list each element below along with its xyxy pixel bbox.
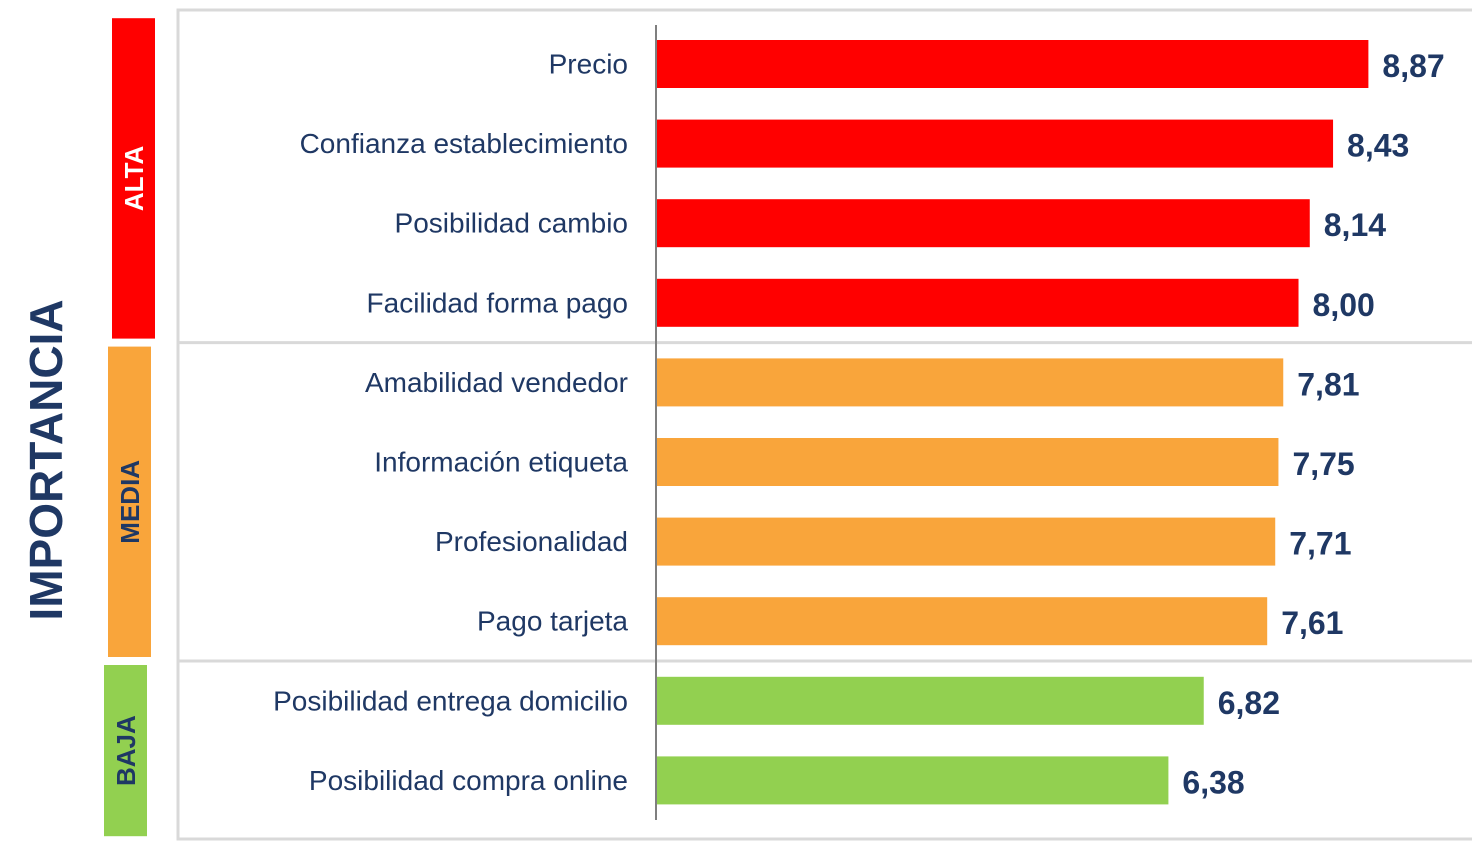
value-label: 8,00 (1313, 287, 1375, 323)
bar (656, 199, 1310, 248)
value-label: 6,82 (1218, 685, 1280, 721)
bar (656, 119, 1334, 168)
category-label: Facilidad forma pago (367, 287, 628, 318)
bar (656, 756, 1169, 805)
value-label: 6,38 (1182, 764, 1244, 800)
bar (656, 278, 1299, 327)
bar (656, 40, 1369, 88)
category-label: Posibilidad cambio (395, 208, 628, 239)
value-label: 8,87 (1382, 48, 1444, 84)
group-band (108, 346, 151, 657)
bar (656, 358, 1284, 407)
axis-title: IMPORTANCIA (20, 299, 72, 620)
bar (656, 438, 1279, 486)
group-band (112, 18, 155, 339)
category-label: Amabilidad vendedor (365, 367, 628, 398)
category-label: Pago tarjeta (477, 606, 628, 637)
category-label: Información etiqueta (374, 447, 628, 478)
bar (656, 517, 1276, 566)
plot-frame (176, 8, 1472, 841)
value-label: 8,43 (1347, 128, 1409, 164)
category-label: Posibilidad compra online (309, 765, 628, 796)
category-label: Precio (549, 49, 628, 80)
category-label: Posibilidad entrega domicilio (273, 685, 628, 716)
group-label: BAJA (111, 715, 141, 786)
bar (656, 597, 1268, 646)
value-label: 8,14 (1324, 207, 1386, 243)
value-label: 7,71 (1289, 526, 1351, 562)
value-label: 7,61 (1281, 605, 1343, 641)
group-label: ALTA (119, 145, 149, 211)
value-label: 7,81 (1297, 366, 1359, 402)
bar (656, 676, 1204, 725)
category-label: Profesionalidad (435, 526, 628, 557)
group-band (104, 665, 147, 837)
value-label: 7,75 (1292, 446, 1354, 482)
group-label: MEDIA (115, 460, 145, 544)
category-label: Confianza establecimiento (300, 128, 628, 159)
